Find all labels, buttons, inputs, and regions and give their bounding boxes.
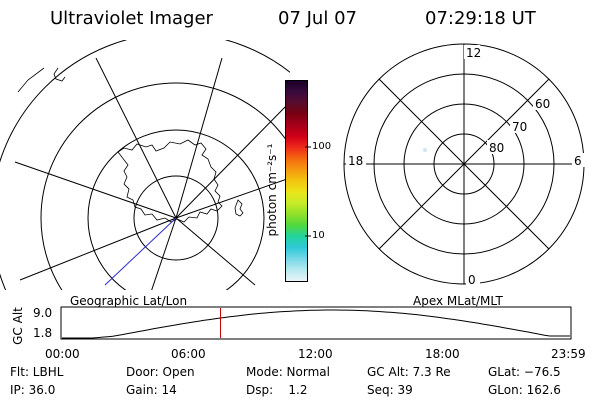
lat-circle bbox=[40, 82, 290, 290]
mlt-label-18: 18 bbox=[348, 154, 363, 168]
status-dsp: Dsp: 1.2 bbox=[246, 383, 308, 397]
mlt-label-0: 0 bbox=[468, 273, 476, 287]
mlt-label-bg bbox=[346, 153, 366, 167]
status-gc-alt: GC Alt: 7.3 Re bbox=[367, 365, 451, 379]
meridian-line bbox=[151, 217, 177, 290]
geographic-map bbox=[0, 40, 290, 290]
altitude-plot-frame bbox=[60, 306, 572, 340]
left-panel-caption: Geographic Lat/Lon bbox=[70, 294, 188, 308]
status-door: Door: Open bbox=[126, 365, 195, 379]
colorbar bbox=[285, 80, 308, 282]
status-ip: IP: 36.0 bbox=[10, 383, 56, 397]
status-glat: GLat: −76.5 bbox=[488, 365, 561, 379]
status-seq: Seq: 39 bbox=[367, 383, 413, 397]
image-date: 07 Jul 07 bbox=[278, 8, 357, 29]
instrument-title: Ultraviolet Imager bbox=[50, 8, 213, 29]
altitude-curve bbox=[62, 309, 570, 339]
meridian-line bbox=[19, 217, 177, 281]
time-tick-1200: 12:00 bbox=[298, 347, 333, 361]
meridian-line bbox=[175, 177, 290, 219]
meridian-line bbox=[175, 217, 256, 286]
aurora-spot bbox=[423, 148, 427, 152]
colorbar-tick-100: 100 bbox=[312, 141, 332, 152]
mlt-label-bg bbox=[466, 272, 480, 286]
lat-circle bbox=[87, 129, 265, 290]
altitude-tick-low: 1.8 bbox=[33, 326, 53, 340]
nadir-track-line bbox=[104, 217, 177, 286]
colorbar-unit-label: photon cm⁻²s⁻¹ bbox=[265, 143, 279, 237]
status-glon: GLon: 162.6 bbox=[488, 383, 561, 397]
image-time: 07:29:18 UT bbox=[425, 8, 536, 29]
status-mode: Mode: Normal bbox=[246, 365, 330, 379]
meridian-line bbox=[175, 101, 290, 219]
mlat-label-60: 60 bbox=[535, 97, 550, 111]
status-gain: Gain: 14 bbox=[126, 383, 177, 397]
mlt-label-6: 6 bbox=[574, 154, 582, 168]
time-tick-2359: 23:59 bbox=[551, 347, 586, 361]
time-tick-0600: 06:00 bbox=[171, 347, 206, 361]
lat-circle bbox=[0, 40, 290, 290]
time-tick-0000: 00:00 bbox=[45, 347, 80, 361]
right-panel-caption: Apex MLat/MLT bbox=[413, 294, 503, 308]
coastline bbox=[17, 67, 66, 93]
colorbar-gradient bbox=[286, 81, 307, 281]
mlt-label-bg bbox=[464, 45, 480, 59]
meridian-line bbox=[175, 57, 223, 219]
mlt-label-12: 12 bbox=[466, 46, 481, 60]
meridian-line bbox=[95, 57, 177, 219]
coastline bbox=[234, 199, 244, 217]
altitude-plot bbox=[60, 306, 572, 340]
lat-circle bbox=[133, 175, 219, 261]
colorbar-tick-10: 10 bbox=[312, 230, 325, 241]
status-filter: Flt: LBHL bbox=[10, 365, 64, 379]
coastline bbox=[117, 139, 223, 223]
time-tick-1800: 18:00 bbox=[425, 347, 460, 361]
altitude-y-title: GC Alt bbox=[11, 307, 25, 345]
mlt-label-bg bbox=[572, 153, 586, 167]
altitude-tick-high: 9.0 bbox=[33, 306, 53, 320]
mlat-label-70: 70 bbox=[512, 120, 527, 134]
colorbar-ticks bbox=[305, 146, 311, 237]
mlt-diagonal bbox=[378, 78, 550, 250]
meridian-line bbox=[14, 161, 177, 219]
magnetic-polar-plot: 12 18 6 0 60 70 80 bbox=[343, 43, 586, 287]
mlat-label-80: 80 bbox=[489, 141, 504, 155]
